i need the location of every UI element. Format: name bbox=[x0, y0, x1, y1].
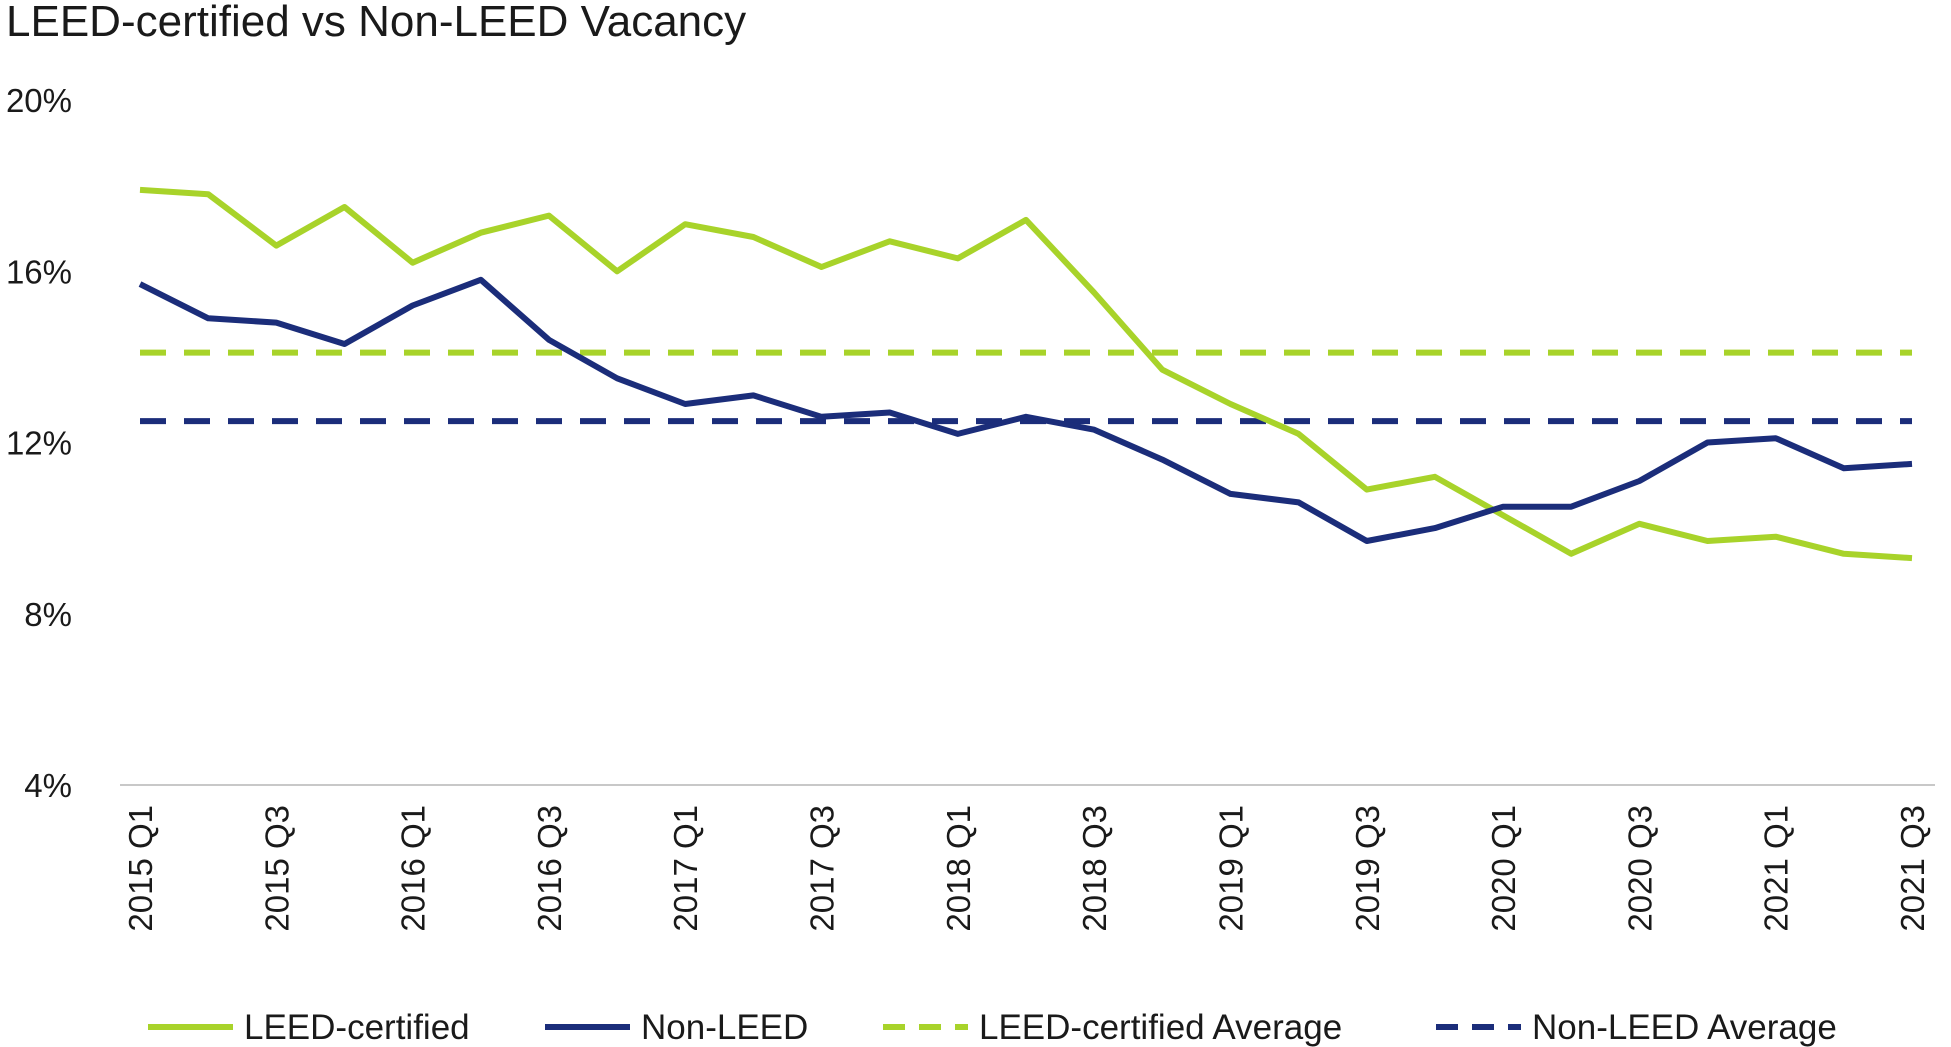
y-tick-label: 16% bbox=[6, 253, 72, 290]
x-tick-label: 2021 Q3 bbox=[1894, 805, 1931, 932]
series-line-leed-certified bbox=[139, 186, 1913, 562]
legend-label: Non-LEED bbox=[641, 1008, 808, 1047]
y-tick-label: 4% bbox=[24, 767, 72, 804]
y-tick-label: 20% bbox=[6, 82, 72, 119]
x-tick-label: 2019 Q1 bbox=[1212, 805, 1249, 932]
series-line-non-leed bbox=[138, 276, 1913, 544]
x-tick-label: 2018 Q3 bbox=[1076, 805, 1113, 932]
x-tick-label: 2015 Q1 bbox=[122, 805, 159, 932]
x-tick-label: 2018 Q1 bbox=[940, 805, 977, 932]
x-tick-label: 2016 Q1 bbox=[395, 805, 432, 932]
legend-label: Non-LEED Average bbox=[1532, 1008, 1837, 1047]
series-layer bbox=[138, 186, 1913, 562]
x-tick-label: 2021 Q1 bbox=[1758, 805, 1795, 932]
x-axis-ticks: 2015 Q1 2015 Q3 2016 Q1 2016 Q3 2017 Q1 2017 … bbox=[122, 805, 1931, 932]
legend-label: LEED-certified bbox=[244, 1008, 470, 1047]
legend-label: LEED-certified Average bbox=[979, 1008, 1342, 1047]
x-tick-label: 2016 Q3 bbox=[531, 805, 568, 932]
x-tick-label: 2017 Q1 bbox=[667, 805, 704, 932]
x-tick-label: 2019 Q3 bbox=[1349, 805, 1386, 932]
y-tick-label: 12% bbox=[6, 425, 72, 462]
y-axis-ticks: 4% 8% 12% 16% 20% bbox=[6, 82, 72, 804]
legend: LEED-certified Non-LEED LEED-certified Ave… bbox=[148, 1008, 1837, 1047]
x-tick-label: 2017 Q3 bbox=[804, 805, 841, 932]
x-tick-label: 2020 Q3 bbox=[1621, 805, 1658, 932]
chart-title: LEED-certified vs Non-LEED Vacancy bbox=[6, 0, 747, 46]
x-tick-label: 2020 Q1 bbox=[1485, 805, 1522, 932]
y-tick-label: 8% bbox=[24, 596, 72, 633]
x-tick-label: 2015 Q3 bbox=[258, 805, 295, 932]
